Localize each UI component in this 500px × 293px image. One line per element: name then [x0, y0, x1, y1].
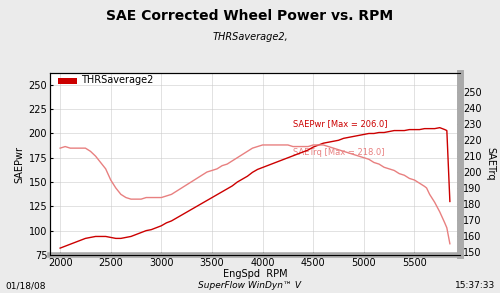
- Y-axis label: SAEPwr: SAEPwr: [14, 146, 24, 183]
- Text: THRSaverage2,: THRSaverage2,: [212, 32, 288, 42]
- Text: SAETrq [Max = 218.0]: SAETrq [Max = 218.0]: [293, 148, 384, 157]
- X-axis label: EngSpd  RPM: EngSpd RPM: [222, 269, 288, 279]
- Text: 01/18/08: 01/18/08: [5, 281, 46, 290]
- Y-axis label: SAETrq: SAETrq: [486, 147, 496, 181]
- Text: 15:37:33: 15:37:33: [455, 281, 495, 290]
- Text: SAEPwr [Max = 206.0]: SAEPwr [Max = 206.0]: [293, 120, 388, 129]
- Text: SAE Corrected Wheel Power vs. RPM: SAE Corrected Wheel Power vs. RPM: [106, 9, 394, 23]
- Text: SuperFlow WinDyn™ V: SuperFlow WinDyn™ V: [198, 281, 302, 290]
- Text: THRSaverage2: THRSaverage2: [82, 75, 154, 85]
